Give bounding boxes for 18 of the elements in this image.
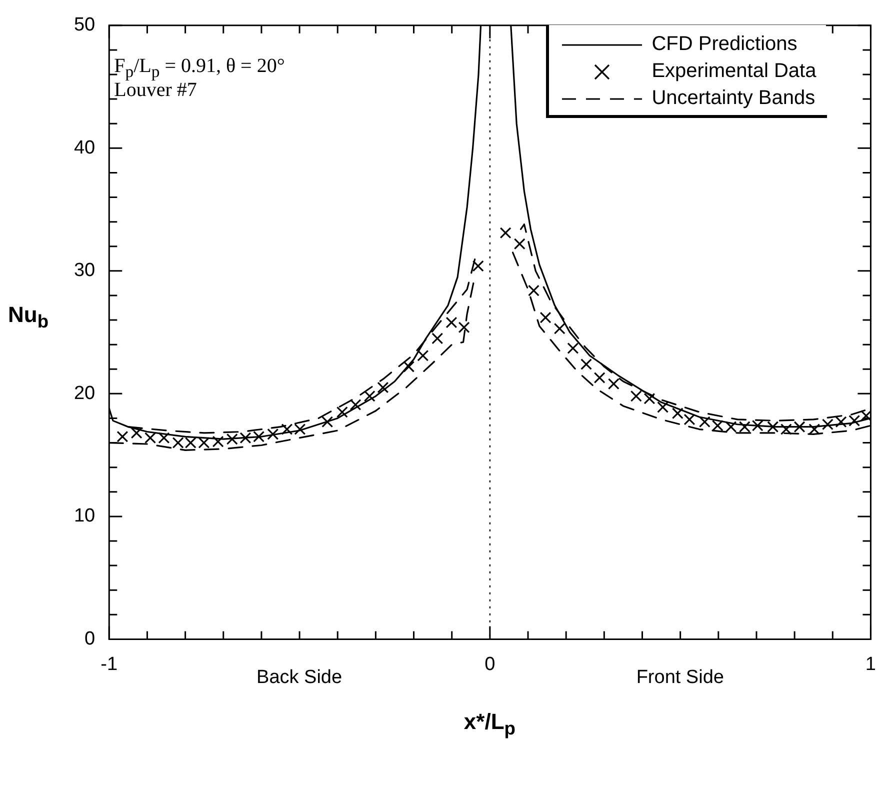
y-tick-label: 10 <box>74 506 96 527</box>
y-tick-label: 0 <box>84 628 96 650</box>
y-axis-title: Nu$_{b}$ <box>8 302 49 333</box>
y-tick-label: 40 <box>74 137 96 158</box>
y-tick-label: 30 <box>74 260 96 282</box>
annotation: Louver #7 <box>114 79 197 102</box>
x-tick-label: 0 <box>484 654 496 675</box>
legend-label: Experimental Data <box>652 60 816 84</box>
y-tick-label: 20 <box>74 382 96 404</box>
annotation: F$_{p}$/L$_{p}$ = 0.91, θ = 20° <box>114 55 285 82</box>
x-tick-label: 1 <box>865 654 876 675</box>
text: Front Side <box>636 667 724 690</box>
legend-label: CFD Predictions <box>652 33 798 56</box>
x-tick-label: -1 <box>100 654 118 675</box>
x-axis-title: x*/L$_{p}$ <box>464 709 516 740</box>
legend-label: Uncertainty Bands <box>652 87 816 110</box>
y-tick-label: 50 <box>74 14 96 36</box>
text: Back Side <box>256 667 342 690</box>
